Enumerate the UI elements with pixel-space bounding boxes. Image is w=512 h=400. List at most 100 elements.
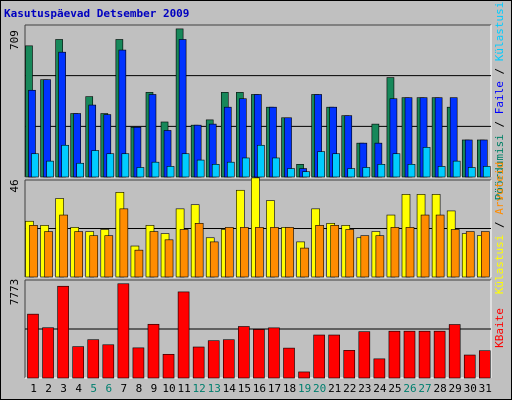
legend-entry: Pöördumisi xyxy=(493,134,506,200)
bar-sites xyxy=(465,231,475,278)
bar-hits xyxy=(347,168,356,178)
bar-kbytes xyxy=(448,324,461,379)
bar-sites xyxy=(435,214,445,278)
bar-hits xyxy=(91,150,100,178)
bar-kbytes xyxy=(463,354,476,379)
bar-sites xyxy=(270,227,279,278)
x-tick-label: 25 xyxy=(388,382,401,395)
bar-hits xyxy=(106,153,115,178)
bar-sites xyxy=(164,239,174,278)
legend-top: Pöördumisi / Faile / Külastusi xyxy=(493,2,506,201)
bar-kbytes xyxy=(42,327,54,379)
x-tick-labels: 1 2 3 4 5 6 7 8 9 10 11 12 13 14 15 16 17 18 19 20 21 22 23 24 2… xyxy=(30,382,492,395)
x-tick-label: 6 xyxy=(105,382,112,395)
bar-kbytes xyxy=(253,329,265,379)
x-tick-label: 26 xyxy=(403,382,416,395)
bar-hits xyxy=(392,153,401,178)
bar-kbytes xyxy=(283,347,295,379)
x-tick-label: 19 xyxy=(298,382,311,395)
bar-kbytes xyxy=(433,330,446,379)
bar-sites xyxy=(194,223,204,278)
bar-sites xyxy=(315,225,324,278)
bar-sites xyxy=(300,247,309,278)
legend-entry: / xyxy=(493,61,506,81)
bar-hits xyxy=(467,167,476,178)
bar-hits xyxy=(166,166,175,178)
bar-kbytes xyxy=(238,326,250,379)
bar-kbytes xyxy=(27,313,39,379)
bar-kbytes xyxy=(388,330,401,379)
x-tick-label: 4 xyxy=(75,382,82,395)
bar-sites xyxy=(240,227,249,278)
bar-hits xyxy=(211,164,220,178)
bar-hits xyxy=(287,168,295,178)
bar-sites xyxy=(390,227,400,278)
bar-hits xyxy=(452,160,461,178)
bar-hits xyxy=(181,153,190,178)
legend-entry: Faile xyxy=(493,81,506,114)
bar-files xyxy=(434,97,443,178)
legend-entry: Arvuteid xyxy=(493,162,506,215)
bar-hits xyxy=(31,153,39,178)
legend-entry: Külastusi xyxy=(493,2,506,62)
bar-sites xyxy=(450,229,460,278)
bar-hits xyxy=(242,157,250,178)
bar-sites xyxy=(360,235,370,278)
x-tick-label: 11 xyxy=(177,382,190,395)
bar-kbytes xyxy=(418,330,431,379)
x-tick-label: 10 xyxy=(162,382,175,395)
bar-sites xyxy=(89,235,99,278)
x-tick-label: 12 xyxy=(193,382,206,395)
bar-hits xyxy=(362,167,371,178)
x-tick-label: 18 xyxy=(283,382,296,395)
bar-sites xyxy=(59,214,68,278)
x-tick-label: 2 xyxy=(45,382,52,395)
bar-kbytes xyxy=(478,350,491,379)
bar-kbytes xyxy=(207,340,220,379)
bar-sites xyxy=(29,225,38,278)
bar-kbytes xyxy=(132,347,145,379)
x-tick-label: 27 xyxy=(418,382,431,395)
bar-hits xyxy=(422,147,431,178)
y-max-label-middle: 46 xyxy=(8,179,21,192)
bar-hits xyxy=(257,144,265,178)
bar-kbytes xyxy=(328,334,341,379)
x-tick-label: 20 xyxy=(313,382,326,395)
bar-sites xyxy=(134,249,144,278)
bar-files xyxy=(284,117,292,178)
bar-sites xyxy=(74,231,83,278)
x-tick-label: 22 xyxy=(343,382,356,395)
bar-kbytes xyxy=(192,346,205,379)
x-tick-label: 28 xyxy=(433,382,446,395)
x-tick-label: 7 xyxy=(121,382,128,395)
x-tick-label: 31 xyxy=(479,382,492,395)
x-tick-label: 13 xyxy=(208,382,221,395)
bar-kbytes xyxy=(358,331,371,379)
bar-sites xyxy=(119,208,129,278)
x-tick-label: 29 xyxy=(449,382,462,395)
x-tick-label: 5 xyxy=(90,382,97,395)
x-tick-label: 23 xyxy=(358,382,371,395)
bar-sites xyxy=(420,214,430,278)
x-tick-label: 24 xyxy=(373,382,387,395)
bar-hits xyxy=(46,160,54,178)
legend-entry: / xyxy=(493,114,506,134)
y-max-label-top: 709 xyxy=(8,30,21,50)
y-max-labels: 709 46 7773 xyxy=(8,30,21,305)
bar-sites xyxy=(224,227,234,278)
bar-kbytes xyxy=(177,291,190,379)
bar-hits xyxy=(437,166,446,178)
series-legends: Pöördumisi / Faile / KülastusiKülastusi … xyxy=(493,2,506,348)
bar-hits xyxy=(151,161,160,178)
x-tick-label: 14 xyxy=(223,382,237,395)
legend-bottom: KBaite xyxy=(493,308,506,348)
bar-sites xyxy=(480,231,490,278)
x-tick-label: 16 xyxy=(253,382,266,395)
bar-files xyxy=(344,115,353,178)
bar-sites xyxy=(44,231,53,278)
bar-kbytes xyxy=(147,323,160,379)
bar-sites xyxy=(255,227,264,278)
bar-sites xyxy=(104,235,114,278)
bar-kbytes xyxy=(117,283,130,379)
